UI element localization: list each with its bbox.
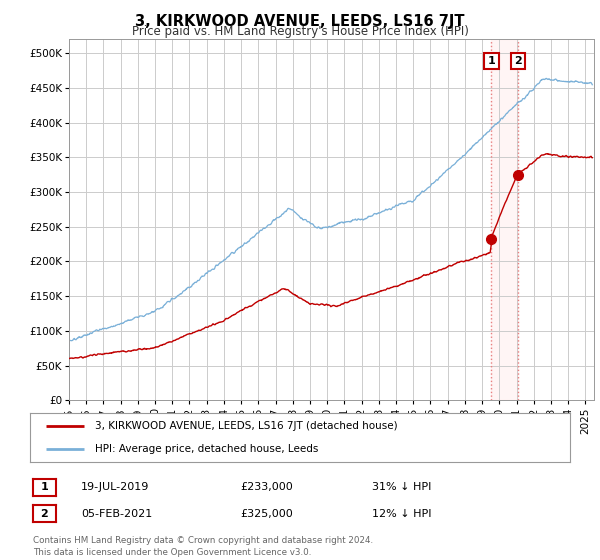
Text: 12% ↓ HPI: 12% ↓ HPI [372,508,431,519]
Text: 19-JUL-2019: 19-JUL-2019 [81,482,149,492]
Text: £325,000: £325,000 [240,508,293,519]
Text: 3, KIRKWOOD AVENUE, LEEDS, LS16 7JT (detached house): 3, KIRKWOOD AVENUE, LEEDS, LS16 7JT (det… [95,421,397,431]
Text: £233,000: £233,000 [240,482,293,492]
Text: 05-FEB-2021: 05-FEB-2021 [81,508,152,519]
Text: 2: 2 [514,56,522,66]
Text: 31% ↓ HPI: 31% ↓ HPI [372,482,431,492]
Text: 2: 2 [41,508,48,519]
Text: 1: 1 [488,56,495,66]
Text: 3, KIRKWOOD AVENUE, LEEDS, LS16 7JT: 3, KIRKWOOD AVENUE, LEEDS, LS16 7JT [135,14,465,29]
Text: 1: 1 [41,482,48,492]
Text: HPI: Average price, detached house, Leeds: HPI: Average price, detached house, Leed… [95,444,318,454]
Text: Contains HM Land Registry data © Crown copyright and database right 2024.
This d: Contains HM Land Registry data © Crown c… [33,536,373,557]
Bar [491,39,518,400]
Text: Price paid vs. HM Land Registry's House Price Index (HPI): Price paid vs. HM Land Registry's House … [131,25,469,38]
